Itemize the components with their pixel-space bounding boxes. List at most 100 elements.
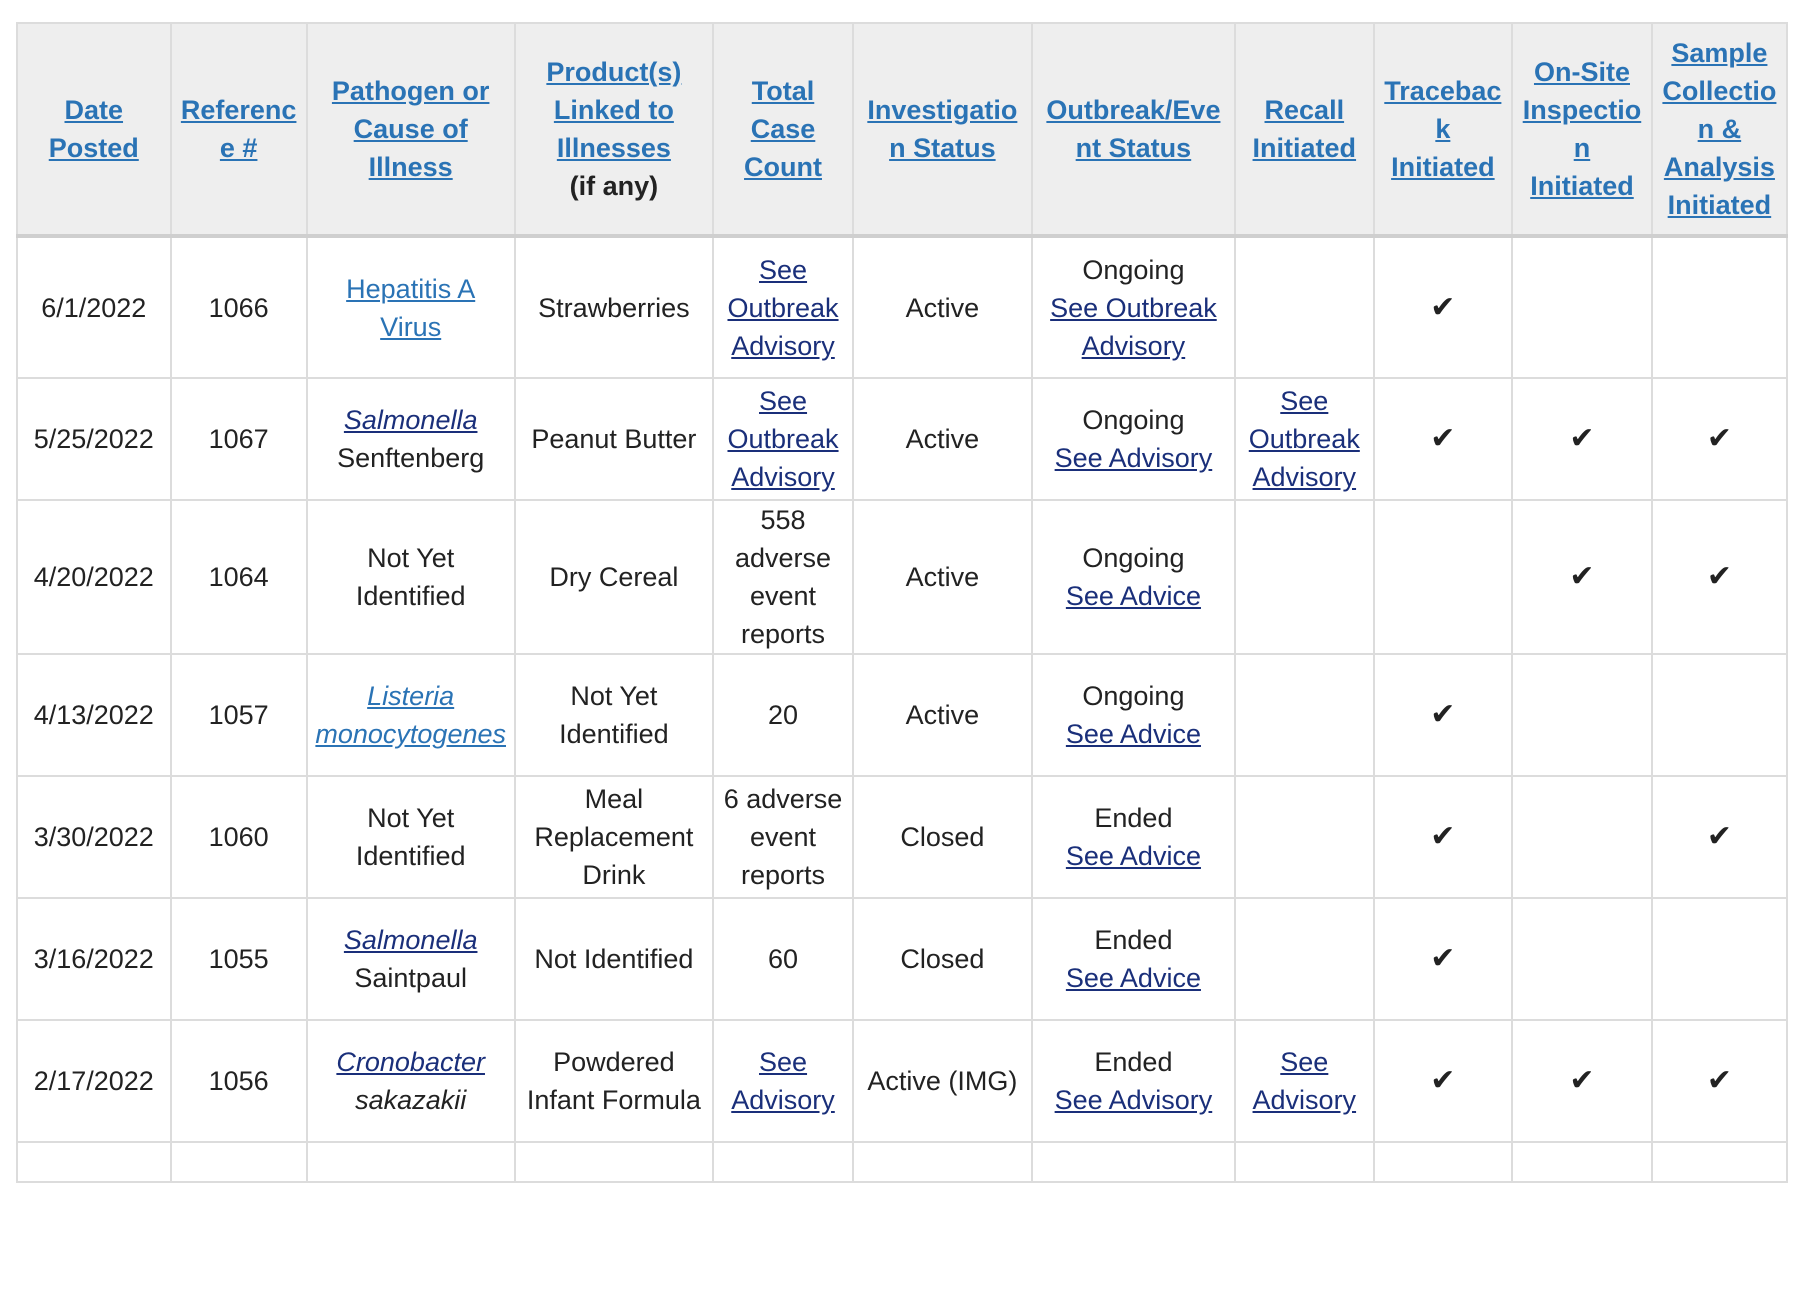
pathogen-link[interactable]: Hepatitis A Virus: [346, 273, 476, 342]
investigation-status: Active: [905, 700, 980, 730]
pathogen-link[interactable]: Listeria monocytogenes: [315, 681, 506, 749]
pathogen-text: Not Yet Identified: [355, 543, 466, 611]
outbreak-advisory-link[interactable]: See Advice: [1065, 963, 1201, 993]
empty-cell: [1372, 1141, 1514, 1183]
outbreak-advisory-link[interactable]: See Advisory: [1054, 1085, 1213, 1115]
sort-onsite-link[interactable]: On-Site Inspection Initiated: [1522, 57, 1642, 201]
col-date-posted[interactable]: Date Posted: [16, 22, 172, 237]
empty-cell: [513, 1141, 715, 1183]
sort-sample-link[interactable]: Sample Collection & Analysis Initiated: [1662, 38, 1777, 220]
cell-reference: 1055: [169, 897, 308, 1021]
case-count-link[interactable]: See Advisory: [731, 1047, 835, 1115]
sort-outbreak-status-link[interactable]: Outbreak/Event Status: [1046, 95, 1221, 163]
cell-date: 3/30/2022: [16, 775, 172, 899]
case-count-link[interactable]: See Outbreak Advisory: [727, 254, 839, 361]
pathogen-link[interactable]: Salmonella: [343, 405, 478, 435]
cell-onsite: ✔: [1511, 377, 1653, 501]
col-recall[interactable]: Recall Initiated: [1234, 22, 1375, 237]
sort-products-link[interactable]: Product(s) Linked to Illnesses: [546, 57, 682, 163]
cell-sample: ✔: [1650, 377, 1789, 501]
product-text: Strawberries: [538, 292, 690, 323]
cell-onsite: [1511, 653, 1653, 777]
sort-date-posted-link[interactable]: Date Posted: [48, 95, 139, 163]
col-onsite-inspection[interactable]: On-Site Inspection Initiated: [1511, 22, 1653, 237]
reference-number: 1056: [208, 1066, 269, 1096]
sample-check-icon: ✔: [1706, 1064, 1732, 1097]
cell-pathogen: Hepatitis A Virus: [305, 235, 516, 379]
product-text: Not Yet Identified: [559, 681, 669, 749]
cell-reference: 1064: [169, 499, 308, 655]
col-products[interactable]: Product(s) Linked to Illnesses (if any): [513, 22, 715, 237]
col-case-count[interactable]: Total Case Count: [712, 22, 854, 237]
col-investigation-status[interactable]: Investigation Status: [851, 22, 1033, 237]
cell-traceback: ✔: [1372, 1019, 1514, 1143]
cell-pathogen: Salmonella Senftenberg: [305, 377, 516, 501]
outbreak-state: Ongoing: [1082, 254, 1185, 285]
investigation-status: Active: [905, 562, 980, 592]
pathogen-link[interactable]: Cronobacter: [336, 1047, 485, 1077]
cell-pathogen: Salmonella Saintpaul: [305, 897, 516, 1021]
cell-sample: ✔: [1650, 1019, 1789, 1143]
sort-reference-link[interactable]: Reference #: [180, 95, 297, 163]
outbreak-advisory-link[interactable]: See Outbreak Advisory: [1050, 292, 1217, 361]
col-sample-collection[interactable]: Sample Collection & Analysis Initiated: [1650, 22, 1789, 237]
case-count-link[interactable]: See Outbreak Advisory: [727, 386, 839, 492]
product-text: Powdered Infant Formula: [526, 1047, 701, 1115]
sort-recall-link[interactable]: Recall Initiated: [1252, 95, 1357, 163]
cell-product: Dry Cereal: [513, 499, 715, 655]
product-text: Not Identified: [534, 944, 694, 974]
col-outbreak-status[interactable]: Outbreak/Event Status: [1030, 22, 1237, 237]
traceback-check-icon: ✔: [1430, 820, 1456, 853]
onsite-check-icon: ✔: [1569, 1064, 1595, 1097]
case-count-text: 60: [768, 944, 799, 974]
empty-cell: [305, 1141, 516, 1183]
empty-cell: [1030, 1141, 1237, 1183]
date-posted: 3/16/2022: [33, 944, 154, 974]
sort-case-count-link[interactable]: Total Case Count: [744, 76, 822, 182]
cell-product: Not Yet Identified: [513, 653, 715, 777]
outbreak-state: Ended: [1094, 925, 1173, 955]
recall-advisory-link[interactable]: See Outbreak Advisory: [1248, 386, 1360, 492]
pathogen-link[interactable]: Salmonella: [343, 925, 478, 955]
traceback-check-icon: ✔: [1430, 290, 1456, 324]
reference-number: 1067: [208, 424, 269, 454]
product-text: Meal Replacement Drink: [534, 784, 694, 890]
outbreak-advisory-link[interactable]: See Advisory: [1054, 443, 1213, 473]
col-pathogen[interactable]: Pathogen or Cause of Illness: [305, 22, 516, 237]
outbreak-advisory-link[interactable]: See Advice: [1065, 581, 1201, 611]
pathogen-text: Senftenberg: [337, 443, 485, 473]
cell-product: Not Identified: [513, 897, 715, 1021]
table-row: 4/13/2022 1057 Listeria monocytogenes Not Y…: [16, 653, 1789, 777]
cell-date: 4/20/2022: [16, 499, 172, 655]
col-reference[interactable]: Reference #: [169, 22, 308, 237]
empty-cell: [1650, 1141, 1789, 1183]
reference-number: 1057: [208, 700, 269, 730]
cell-recall: See Outbreak Advisory: [1234, 377, 1375, 501]
cell-pathogen: Cronobacter sakazakii: [305, 1019, 516, 1143]
cell-product: Powdered Infant Formula: [513, 1019, 715, 1143]
outbreak-advisory-link[interactable]: See Advice: [1065, 841, 1201, 871]
cell-investigation: Active: [851, 377, 1033, 501]
pathogen-text: Not Yet Identified: [355, 803, 466, 871]
sort-investigation-status-link[interactable]: Investigation Status: [867, 95, 1018, 163]
cell-recall: [1234, 897, 1375, 1021]
cell-traceback: ✔: [1372, 897, 1514, 1021]
reference-number: 1064: [208, 562, 269, 592]
cell-date: 2/17/2022: [16, 1019, 172, 1143]
pathogen-text: sakazakii: [355, 1085, 467, 1115]
case-count-text: 6 adverse event reports: [723, 784, 843, 890]
outbreak-advisory-link[interactable]: See Advice: [1065, 719, 1201, 749]
cell-onsite: ✔: [1511, 1019, 1653, 1143]
cell-onsite: [1511, 235, 1653, 379]
cell-date: 5/25/2022: [16, 377, 172, 501]
investigation-status: Closed: [900, 944, 985, 974]
col-traceback[interactable]: Traceback Initiated: [1372, 22, 1514, 237]
sample-check-icon: ✔: [1706, 560, 1732, 593]
empty-cell: [1234, 1141, 1375, 1183]
recall-advisory-link[interactable]: See Advisory: [1252, 1047, 1357, 1115]
sort-traceback-link[interactable]: Traceback Initiated: [1384, 76, 1502, 182]
sort-pathogen-link[interactable]: Pathogen or Cause of Illness: [331, 76, 490, 182]
cell-reference: 1067: [169, 377, 308, 501]
cell-sample: [1650, 653, 1789, 777]
cell-investigation: Active: [851, 235, 1033, 379]
